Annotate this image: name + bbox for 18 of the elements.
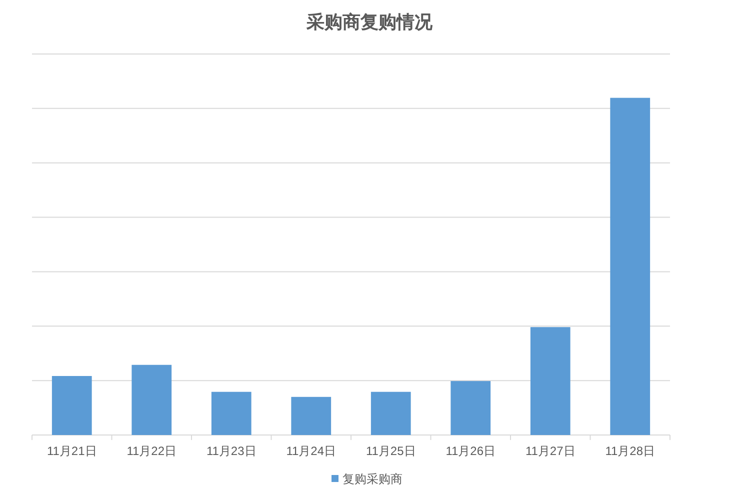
x-tick-label: 11月23日 bbox=[206, 444, 256, 458]
chart-title: 采购商复购情况 bbox=[306, 12, 434, 32]
legend-label: 复购采购商 bbox=[342, 472, 402, 486]
bar bbox=[450, 381, 491, 435]
x-tick-label: 11月24日 bbox=[286, 444, 336, 458]
bar bbox=[52, 376, 92, 435]
x-tick-label: 11月22日 bbox=[126, 444, 177, 458]
bar bbox=[211, 392, 252, 435]
x-tick-label: 11月21日 bbox=[46, 444, 97, 458]
x-tick-label: 11月28日 bbox=[605, 444, 656, 458]
bar bbox=[291, 396, 332, 435]
bar bbox=[610, 98, 650, 435]
bar bbox=[132, 364, 172, 435]
x-tick-label: 11月25日 bbox=[366, 444, 416, 458]
x-tick-label: 11月27日 bbox=[525, 444, 576, 458]
bar bbox=[530, 327, 570, 435]
x-tick-label: 11月26日 bbox=[446, 444, 496, 458]
bar bbox=[370, 392, 411, 435]
